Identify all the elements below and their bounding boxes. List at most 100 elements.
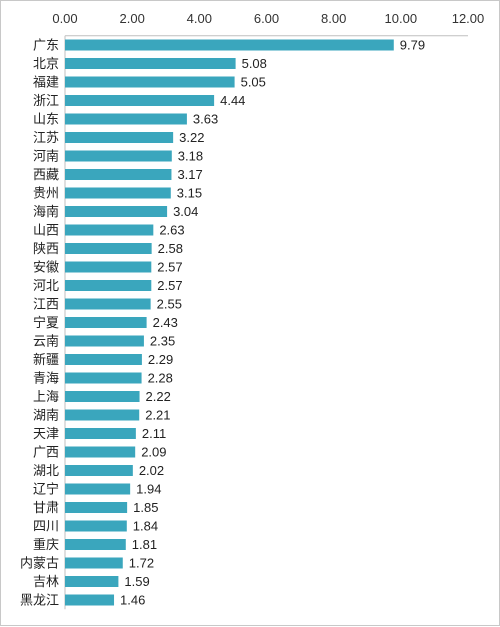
data-label: 2.43: [153, 315, 178, 330]
data-label: 2.21: [145, 408, 170, 423]
category-label: 河北: [33, 279, 59, 294]
bar: [65, 243, 152, 254]
bar: [65, 113, 187, 125]
bar: [65, 409, 140, 421]
data-label: 9.79: [400, 38, 425, 53]
category-label: 湖南: [33, 408, 59, 424]
data-label: 1.94: [136, 482, 161, 497]
data-label: 1.46: [120, 593, 145, 608]
bar: [65, 594, 115, 606]
data-label: 2.28: [148, 371, 173, 386]
bar: [65, 483, 131, 495]
bar: [65, 372, 142, 384]
data-label: 1.59: [124, 574, 149, 589]
data-label: 2.09: [141, 445, 166, 460]
category-label: 湖北: [33, 464, 59, 479]
category-label: 青海: [33, 372, 59, 387]
data-label: 5.05: [241, 75, 266, 90]
data-label: 2.35: [150, 334, 175, 349]
category-label: 四川: [33, 520, 59, 535]
data-label: 4.44: [220, 93, 245, 108]
bar: [65, 95, 215, 106]
data-label: 2.63: [159, 223, 184, 238]
category-label: 甘肃: [33, 501, 59, 516]
data-label: 1.84: [133, 519, 158, 534]
bar: [65, 150, 172, 162]
bar: [65, 169, 172, 180]
data-label: 1.85: [133, 500, 158, 515]
data-label: 3.04: [173, 204, 198, 219]
bar: [65, 261, 152, 273]
bar: [65, 298, 151, 310]
data-label: 2.57: [157, 260, 182, 275]
bar: [65, 280, 152, 291]
category-label: 内蒙古: [20, 556, 59, 572]
data-label: 2.02: [139, 463, 164, 478]
category-label: 辽宁: [33, 482, 59, 498]
bar: [65, 446, 136, 458]
bar: [65, 354, 142, 365]
bar: [65, 520, 127, 532]
bar: [65, 502, 128, 513]
data-label: 2.57: [157, 278, 182, 293]
category-label: 上海: [33, 390, 59, 405]
x-tick-label: 2.00: [120, 11, 145, 26]
bar: [65, 76, 235, 88]
data-label: 1.72: [129, 556, 154, 571]
category-label: 西藏: [33, 168, 59, 183]
data-label: 3.15: [177, 186, 202, 201]
category-label: 河南: [33, 149, 59, 165]
data-label: 3.63: [193, 112, 218, 127]
category-label: 北京: [33, 57, 59, 72]
value-labels: 9.79 5.08 5.05 4.443.63 3.22 3.18 3.17 3.15 3.04…: [120, 38, 425, 608]
data-label: 3.22: [179, 130, 204, 145]
data-label: 3.18: [178, 149, 203, 164]
bar: [65, 391, 140, 402]
bar: [65, 428, 136, 439]
bars: [65, 39, 394, 606]
category-label: 山西: [33, 224, 59, 239]
category-label: 江苏: [33, 130, 59, 146]
category-label: 吉林: [33, 575, 59, 590]
data-label: 2.11: [142, 426, 166, 441]
bar: [65, 576, 119, 587]
category-label: 重庆: [33, 537, 59, 553]
category-label: 贵州: [33, 187, 59, 202]
bar: [65, 206, 168, 217]
x-tick-label: 8.00: [321, 11, 346, 26]
x-tick-label: 10.00: [385, 11, 418, 26]
bar: [65, 557, 123, 569]
category-label: 宁夏: [33, 315, 59, 331]
x-tick-label: 4.00: [187, 11, 212, 26]
data-label: 2.22: [146, 389, 171, 404]
category-label: 陕西: [33, 242, 59, 257]
category-label: 云南: [33, 334, 59, 350]
category-label: 浙江: [33, 94, 59, 109]
bar: [65, 539, 126, 550]
x-tick-label: 12.00: [452, 11, 485, 26]
data-label: 2.58: [158, 241, 183, 256]
category-label: 安徽: [33, 261, 59, 276]
category-label: 广东: [33, 39, 59, 54]
bar: [65, 187, 171, 199]
category-label: 山东: [33, 113, 59, 128]
x-tick-label: 6.00: [254, 11, 279, 26]
bar: [65, 224, 154, 236]
bar: [65, 465, 133, 476]
category-labels: 广东北京福建浙江山东江苏河南西藏贵州海南山西陕西安徽河北江西宁夏云南新疆青海上海…: [20, 39, 59, 609]
bar: [65, 317, 147, 328]
bar: [65, 58, 236, 69]
data-label: 1.81: [132, 537, 157, 552]
data-label: 2.29: [148, 352, 173, 367]
category-label: 黑龙江: [20, 594, 59, 609]
x-tick-label: 0.00: [52, 11, 77, 26]
bar: [65, 335, 144, 347]
category-label: 广西: [33, 446, 59, 461]
category-label: 天津: [33, 427, 59, 442]
category-label: 新疆: [33, 352, 59, 368]
data-label: 3.17: [177, 167, 202, 182]
bar: [65, 39, 394, 51]
category-label: 福建: [33, 76, 59, 91]
